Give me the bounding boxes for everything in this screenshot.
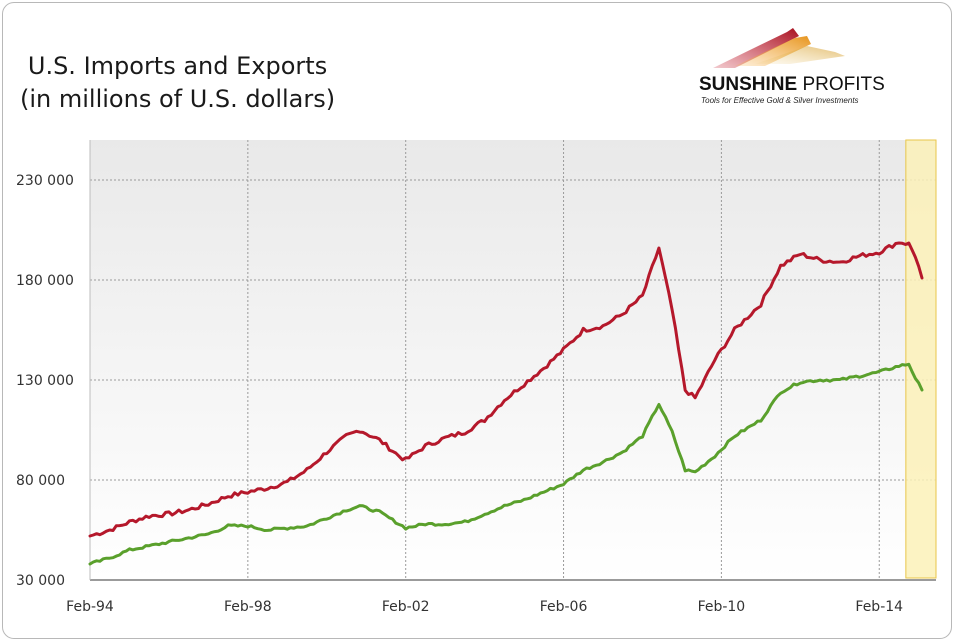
logo-brand: SUNSHINE PROFITS [699, 74, 885, 96]
chart-title: U.S. Imports and Exports (in millions of… [20, 50, 335, 116]
series-lines [88, 241, 924, 566]
chart-title-line2: (in millions of U.S. dollars) [20, 85, 336, 113]
y-tick-label: 30 000 [16, 573, 65, 589]
chart-title-line1: U.S. Imports and Exports [27, 52, 328, 80]
y-tick-label: 180 000 [16, 273, 74, 289]
x-axis-ticks: Feb-94 Feb-98 Feb-02 Feb-06 Feb-10 Feb-14 [66, 599, 903, 615]
plot-area [90, 140, 936, 580]
y-tick-label: 80 000 [16, 473, 65, 489]
highlight-region [905, 139, 937, 579]
y-axis-ticks: 30 000 80 000 130 000 180 000 230 000 [16, 173, 74, 589]
x-tick-label: Feb-94 [66, 599, 114, 615]
logo-brand-bold: SUNSHINE [699, 74, 798, 95]
series-line-exports [88, 362, 924, 566]
sunshine-profits-logo: SUNSHINE PROFITS Tools for Effective Gol… [695, 22, 895, 112]
y-tick-label: 130 000 [16, 373, 74, 389]
grid-lines [90, 140, 936, 580]
logo-brand-thin: PROFITS [802, 74, 885, 95]
axes [89, 140, 936, 581]
x-tick-label: Feb-06 [540, 599, 588, 615]
series-line-imports [88, 241, 924, 538]
x-tick-label: Feb-02 [382, 599, 430, 615]
x-tick-label: Feb-10 [698, 599, 746, 615]
x-tick-label: Feb-98 [224, 599, 272, 615]
y-tick-label: 230 000 [16, 173, 74, 189]
logo-swoosh-icon [713, 28, 845, 68]
x-tick-label: Feb-14 [855, 599, 903, 615]
logo-tagline: Tools for Effective Gold & Silver Invest… [701, 96, 859, 105]
